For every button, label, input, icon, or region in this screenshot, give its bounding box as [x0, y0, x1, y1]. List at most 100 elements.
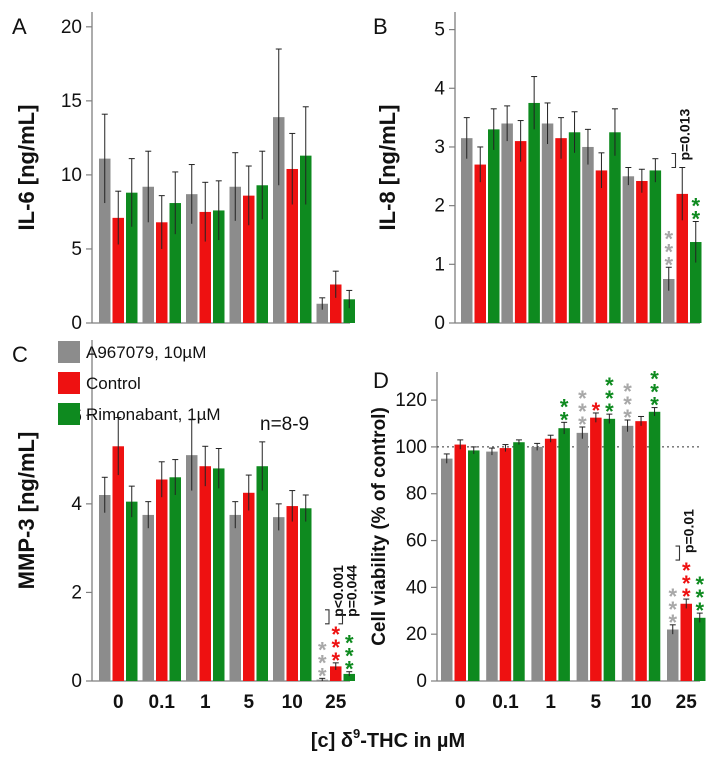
panel-c-bar-rimonabant-4: [300, 508, 312, 681]
legend-item-rimonabant: Rimonabant, 1µM: [58, 403, 221, 425]
panel-b-bar-rimonabant-5: [690, 242, 702, 323]
panel-c-bar-rimonabant-5: [343, 673, 355, 681]
panel-a-ytick-label: 5: [71, 239, 82, 260]
panel-c-star: *: [331, 648, 340, 673]
panel-a-bar-a967079-2: [186, 194, 198, 323]
panel-a-bar-rimonabant-3: [256, 185, 268, 323]
panel-c-n-annotation: n=8-9: [260, 414, 309, 435]
panel-a-bar-rimonabant-5: [343, 299, 355, 323]
panel-c-ytick-label: 0: [71, 671, 82, 692]
panel-b-y-label: IL-8 [ng/mL]: [375, 105, 400, 231]
panel-a-bar-a967079-0: [99, 158, 111, 323]
panel-b-bar-control-1: [514, 141, 527, 323]
panel-c-xtick-label: 5: [243, 692, 254, 713]
panel-b-star: *: [691, 206, 700, 231]
panel-a-bar-rimonabant-4: [300, 155, 312, 323]
panel-a-ytick-label: 0: [71, 313, 82, 334]
legend-item-control: Control: [58, 372, 141, 394]
panel-b-p-bracket: [671, 152, 677, 169]
panel-d-bar-control-5: [680, 603, 692, 681]
panel-d-letter: D: [373, 368, 389, 393]
panel-b-bar-a967079-3: [582, 146, 594, 323]
panel-d-bar-rimonabant-0: [468, 450, 480, 681]
panel-b-letter: B: [373, 14, 388, 39]
panel-a-ytick-label: 10: [61, 165, 82, 186]
panel-d-bar-rimonabant-1: [513, 442, 525, 681]
panel-d-bar-a967079-4: [621, 425, 634, 681]
panel-c-star: *: [345, 631, 354, 656]
panel-d-bar-a967079-5: [667, 629, 679, 681]
panel-d-significance-stars: ***: [623, 379, 632, 430]
panel-b-bar-control-0: [474, 164, 486, 323]
panel-d-p-bracket: [675, 545, 681, 561]
panel-d-star: *: [650, 367, 659, 392]
panel-b-ytick-label: 5: [434, 20, 445, 41]
panel-b-bar-control-3: [595, 170, 608, 323]
panel-d-significance-stars: ***: [695, 572, 704, 623]
panel-c-bar-control-5: [330, 666, 342, 681]
panel-d-star: *: [650, 380, 659, 405]
panel-d-bar-rimonabant-3: [603, 418, 616, 681]
x-label-sup: 9: [353, 726, 360, 741]
panel-c-p-value-label: p<0.001: [330, 565, 346, 617]
panel-b-bar-control-4: [636, 180, 648, 323]
panel-d-bar-control-2: [544, 438, 557, 681]
panel-a-y-label: IL-6 [ng/mL]: [14, 105, 39, 231]
legend-swatch-control: [58, 372, 80, 394]
panel-c-xtick-label: 25: [325, 692, 347, 713]
panel-d-star: *: [560, 407, 569, 432]
panel-d-ytick-label: 120: [395, 390, 427, 411]
panel-d-star: *: [592, 398, 601, 423]
panel-c-significance-stars: ***: [345, 631, 354, 682]
panel-d-star: *: [578, 386, 587, 411]
panel-a-bar-control-2: [199, 211, 211, 323]
panel-d-bar-a967079-3: [576, 432, 589, 681]
panel-a-bar-a967079-4: [273, 117, 285, 324]
panel-d-xtick-label: 0.1: [492, 692, 519, 713]
panel-c-bar-a967079-2: [186, 455, 198, 681]
panel-c-bar-a967079-0: [99, 495, 111, 681]
panel-c-bar-rimonabant-0: [126, 501, 138, 681]
panel-c-y-label: MMP-3 [ng/mL]: [14, 432, 39, 590]
panel-c-star: *: [345, 657, 354, 682]
panel-d-ytick-label: 0: [416, 671, 427, 692]
panel-d-xtick-label: 1: [545, 692, 556, 713]
panel-d-p-value-label: p=0.01: [681, 509, 697, 553]
panel-a-ytick-label: 15: [61, 91, 82, 112]
panel-d-ytick-label: 80: [406, 484, 427, 505]
panel-b-bar-a967079-5: [663, 278, 675, 323]
panel-a-bar-rimonabant-0: [126, 192, 138, 323]
panel-d-star: *: [682, 571, 691, 596]
panel-b-significance-stars: **: [691, 193, 700, 231]
panel-d-bar-control-3: [590, 417, 602, 681]
panel-c-letter: C: [12, 342, 28, 367]
panel-d-xtick-label: 25: [676, 692, 698, 713]
panel-a-bar-a967079-1: [142, 186, 154, 323]
panel-b-ytick-label: 2: [434, 196, 445, 217]
panel-a-bar-control-4: [286, 168, 298, 323]
panel-c-star: *: [345, 644, 354, 669]
panel-d-significance-stars: ***: [605, 373, 614, 424]
panel-d-ytick-label: 60: [406, 531, 427, 552]
panel-a-bar-a967079-5: [316, 303, 328, 323]
panel-d-significance-stars: ***: [578, 386, 587, 437]
panel-d-bar-control-4: [635, 421, 647, 681]
panel-d-ytick-label: 40: [406, 577, 427, 598]
panel-b-ytick-label: 4: [434, 78, 445, 99]
panel-c-xtick-label: 1: [200, 692, 211, 713]
panel-b-bar-a967079-4: [622, 176, 635, 323]
panel-b-significance-stars: ***: [664, 226, 673, 277]
panel-c-bar-control-1: [156, 479, 168, 681]
panel-c-bar-rimonabant-1: [169, 477, 181, 681]
panel-b-ytick-label: 1: [434, 254, 445, 275]
panel-b-bar-rimonabant-4: [649, 170, 662, 323]
panel-b-star: *: [664, 226, 673, 251]
panel-d-bar-rimonabant-5: [694, 617, 706, 681]
panel-c-bar-rimonabant-2: [213, 468, 225, 681]
panel-b-bar-rimonabant-1: [528, 102, 540, 324]
panel-a-bar-a967079-3: [229, 186, 241, 323]
panel-c-bar-control-3: [243, 492, 255, 681]
